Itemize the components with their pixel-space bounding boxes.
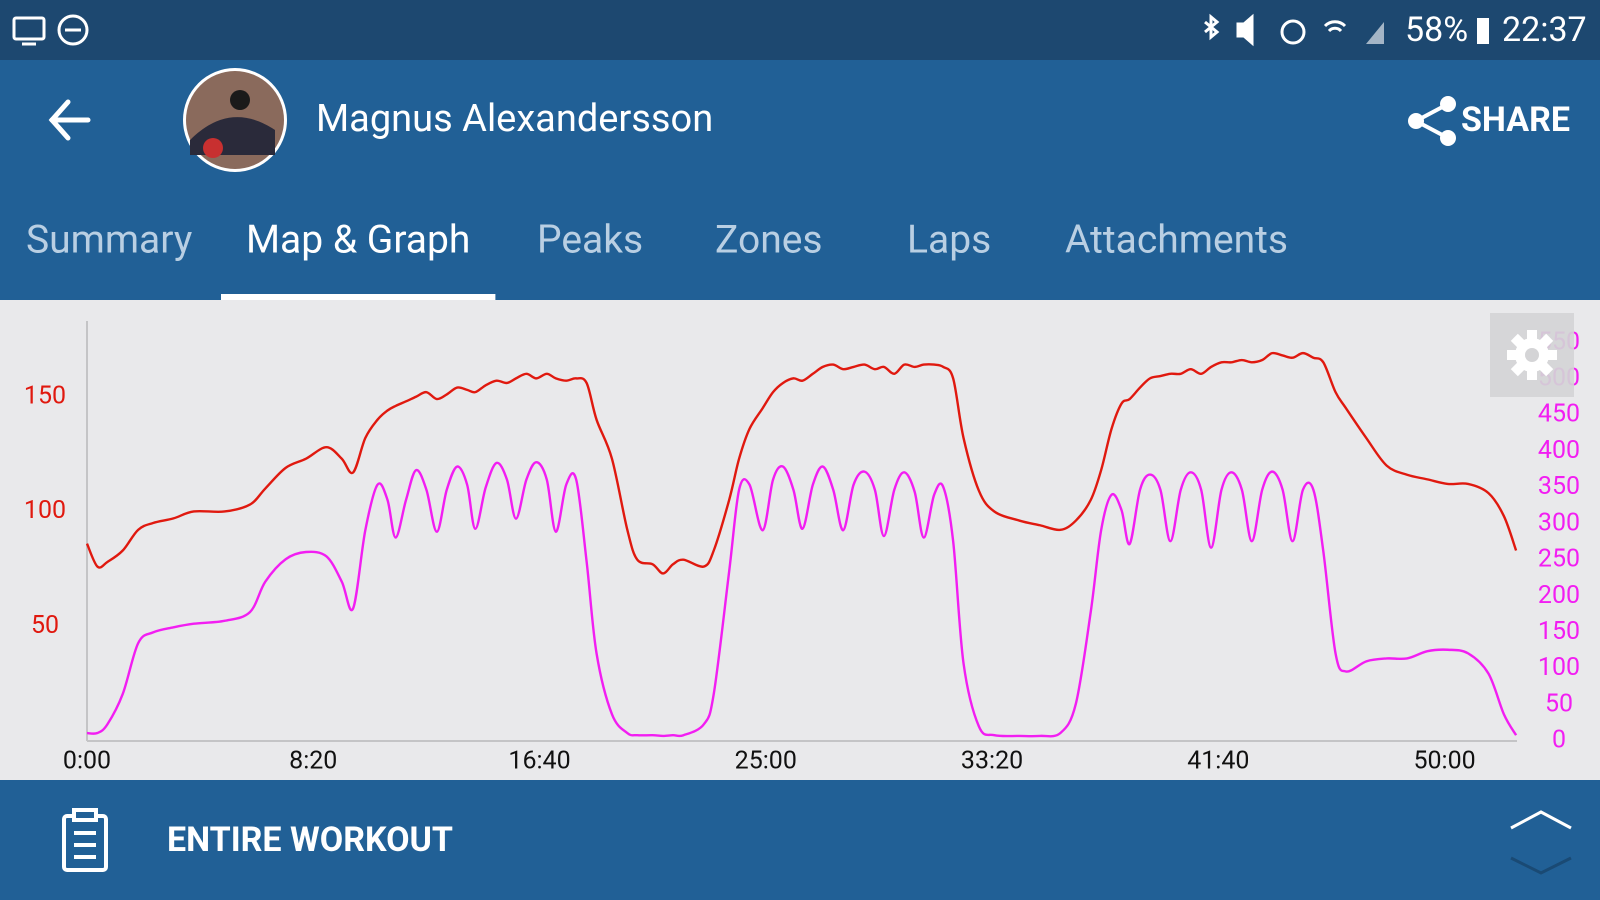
- y2-tick-label: 300: [1538, 508, 1580, 537]
- avatar: [183, 68, 287, 172]
- y2-tick-label: 400: [1538, 436, 1580, 465]
- data-line: [85, 351, 1518, 575]
- settings-button[interactable]: [1490, 313, 1574, 397]
- share-icon[interactable]: [1408, 96, 1456, 146]
- tab[interactable]: Peaks: [537, 216, 643, 262]
- chart: 5010015005010015020025030035040045050055…: [24, 321, 1580, 776]
- clipboard-icon: [62, 808, 108, 872]
- tab[interactable]: Summary: [26, 216, 192, 262]
- y2-tick-label: 450: [1538, 400, 1580, 429]
- tab[interactable]: Attachments: [1065, 216, 1288, 262]
- gear-tooth: [1527, 368, 1537, 380]
- gear-tooth: [1545, 350, 1557, 360]
- back-button[interactable]: [48, 99, 91, 141]
- status-right-icons: [1204, 13, 1489, 47]
- tab-indicator: [221, 294, 496, 300]
- tab[interactable]: Zones: [715, 216, 823, 262]
- status-bar: [0, 0, 1600, 60]
- gear-tooth: [1537, 360, 1554, 377]
- chart-panel: [0, 300, 1600, 780]
- gear-tooth: [1537, 333, 1554, 350]
- x-tick-label: 50:00: [1413, 747, 1475, 776]
- clock: 22:37: [1502, 10, 1587, 50]
- y2-tick-label: 100: [1538, 653, 1580, 682]
- y2-tick-label: 200: [1538, 581, 1580, 610]
- segment-label[interactable]: ENTIRE WORKOUT: [167, 820, 453, 860]
- data-line: [86, 461, 1518, 738]
- tab-bar: Summary Map & Graph Peaks Zones Laps Attachme…: [26, 216, 1288, 300]
- y2-tick-label: 50: [1545, 689, 1573, 718]
- battery-percent: 58%: [1405, 10, 1468, 50]
- share-button[interactable]: SHARE: [1461, 100, 1570, 140]
- footer-bar: [0, 780, 1600, 900]
- gear-tooth: [1510, 333, 1527, 350]
- gear-tooth: [1510, 360, 1527, 377]
- gear-tooth: [1527, 330, 1537, 342]
- tab[interactable]: Map & Graph: [246, 216, 470, 262]
- x-tick-label: 0:00: [63, 747, 111, 776]
- tab[interactable]: Laps: [907, 216, 991, 262]
- status-left-icons: [12, 14, 89, 46]
- y2-tick-label: 250: [1538, 545, 1580, 574]
- y-tick-label: 100: [24, 496, 66, 525]
- x-tick-label: 41:40: [1187, 747, 1249, 776]
- y-tick-label: 150: [24, 381, 66, 410]
- y-tick-label: 50: [31, 611, 59, 640]
- y2-tick-label: 0: [1552, 726, 1566, 755]
- athlete-name: Magnus Alexandersson: [316, 97, 713, 141]
- x-tick-label: 33:20: [961, 747, 1023, 776]
- y2-tick-label: 150: [1538, 617, 1580, 646]
- expand-button[interactable]: [1510, 810, 1572, 875]
- x-tick-label: 25:00: [735, 747, 797, 776]
- x-tick-label: 16:40: [508, 747, 570, 776]
- y2-tick-label: 350: [1538, 472, 1580, 501]
- x-tick-label: 8:20: [289, 747, 337, 776]
- gear-tooth: [1507, 350, 1519, 360]
